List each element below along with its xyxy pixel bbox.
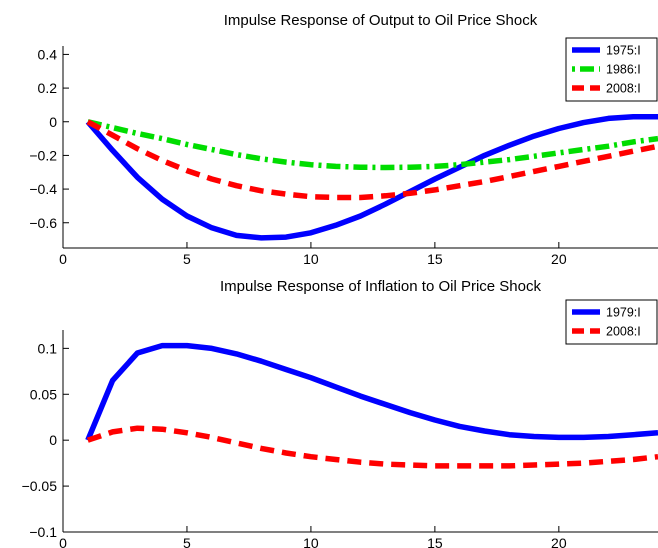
- legend-label: 1979:I: [606, 306, 641, 320]
- x-tick-label: 20: [551, 251, 567, 267]
- y-tick-label: 0.4: [38, 46, 58, 62]
- y-tick-label: 0.2: [38, 80, 58, 96]
- y-tick-label: 0.1: [38, 340, 58, 356]
- x-tick-label: 0: [59, 251, 67, 267]
- y-tick-label: 0.05: [30, 386, 57, 402]
- x-tick-label: 5: [183, 535, 191, 548]
- series-line: [85, 113, 658, 241]
- x-tick-label: 0: [59, 535, 67, 548]
- y-tick-label: 0: [49, 432, 57, 448]
- y-tick-label: −0.4: [29, 181, 57, 197]
- chart-title: Impulse Response of Output to Oil Price …: [224, 12, 538, 29]
- series-line: [85, 342, 658, 442]
- legend-label: 2008:I: [606, 82, 641, 96]
- series-lines: [85, 113, 658, 241]
- series-line: [87, 119, 658, 171]
- y-tick-label: 0: [49, 114, 57, 130]
- legend-label: 2008:I: [606, 325, 641, 339]
- ticks: 0.10.050−0.05−0.10 5 10 15 20: [22, 340, 567, 548]
- x-tick-label: 10: [303, 535, 319, 548]
- x-tick-label: 20: [551, 535, 567, 548]
- legend-label: 1975:I: [606, 44, 641, 58]
- x-tick-label: 15: [427, 251, 443, 267]
- output-chart: Impulse Response of Output to Oil Price …: [29, 12, 658, 267]
- y-tick-label: −0.6: [29, 215, 57, 231]
- y-tick-label: −0.05: [22, 478, 58, 494]
- legend-box: [565, 299, 658, 345]
- y-tick-label: −0.1: [29, 524, 57, 540]
- x-tick-label: 10: [303, 251, 319, 267]
- x-tick-label: 5: [183, 251, 191, 267]
- legend-label: 1986:I: [606, 63, 641, 77]
- inflation-chart: Impulse Response of Inflation to Oil Pri…: [22, 278, 658, 548]
- series-lines: [85, 342, 658, 469]
- series-line: [86, 119, 658, 201]
- series-line: [86, 425, 658, 469]
- legend: 1975:I 1986:I 2008:I: [565, 37, 658, 102]
- chart-title: Impulse Response of Inflation to Oil Pri…: [220, 278, 541, 295]
- y-tick-label: −0.2: [29, 147, 57, 163]
- x-tick-label: 15: [427, 535, 443, 548]
- ticks: 0.4 0.2 0 −0.2 −0.4 −0.6 0 5 10 15 20: [29, 46, 566, 267]
- legend: 1979:I 2008:I: [565, 299, 658, 345]
